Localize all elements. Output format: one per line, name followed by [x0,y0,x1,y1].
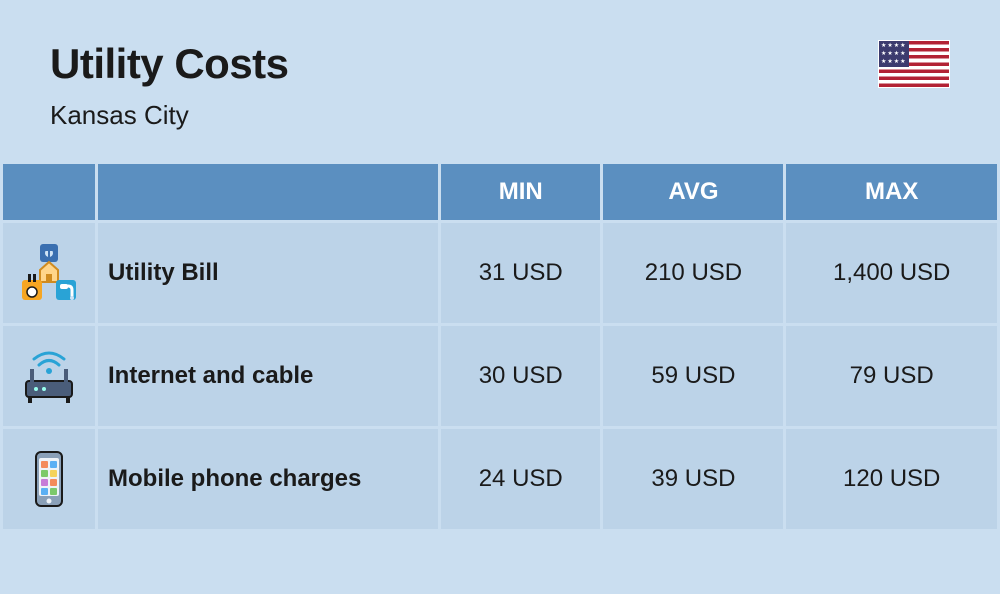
table-header-row: MIN AVG MAX [3,164,997,220]
router-icon [17,344,81,408]
table-row: Internet and cable 30 USD 59 USD 79 USD [3,326,997,426]
row-icon-cell [3,429,95,529]
row-min: 24 USD [441,429,600,529]
row-avg: 39 USD [603,429,783,529]
col-icon [3,164,95,220]
row-label: Internet and cable [98,326,438,426]
row-icon-cell [3,326,95,426]
us-flag-icon [878,40,950,88]
title-block: Utility Costs Kansas City [50,40,289,131]
row-max: 79 USD [786,326,997,426]
row-label: Utility Bill [98,223,438,323]
utility-costs-table: MIN AVG MAX [0,161,1000,532]
row-avg: 210 USD [603,223,783,323]
col-max: MAX [786,164,997,220]
page-subtitle: Kansas City [50,100,289,131]
row-max: 1,400 USD [786,223,997,323]
table-row: Utility Bill 31 USD 210 USD 1,400 USD [3,223,997,323]
header: Utility Costs Kansas City [0,0,1000,161]
col-min: MIN [441,164,600,220]
row-min: 30 USD [441,326,600,426]
row-avg: 59 USD [603,326,783,426]
row-label: Mobile phone charges [98,429,438,529]
row-icon-cell [3,223,95,323]
table-row: Mobile phone charges 24 USD 39 USD 120 U… [3,429,997,529]
row-max: 120 USD [786,429,997,529]
col-label [98,164,438,220]
row-min: 31 USD [441,223,600,323]
page-title: Utility Costs [50,40,289,88]
utility-bill-icon [17,241,81,305]
col-avg: AVG [603,164,783,220]
mobile-phone-icon [17,447,81,511]
